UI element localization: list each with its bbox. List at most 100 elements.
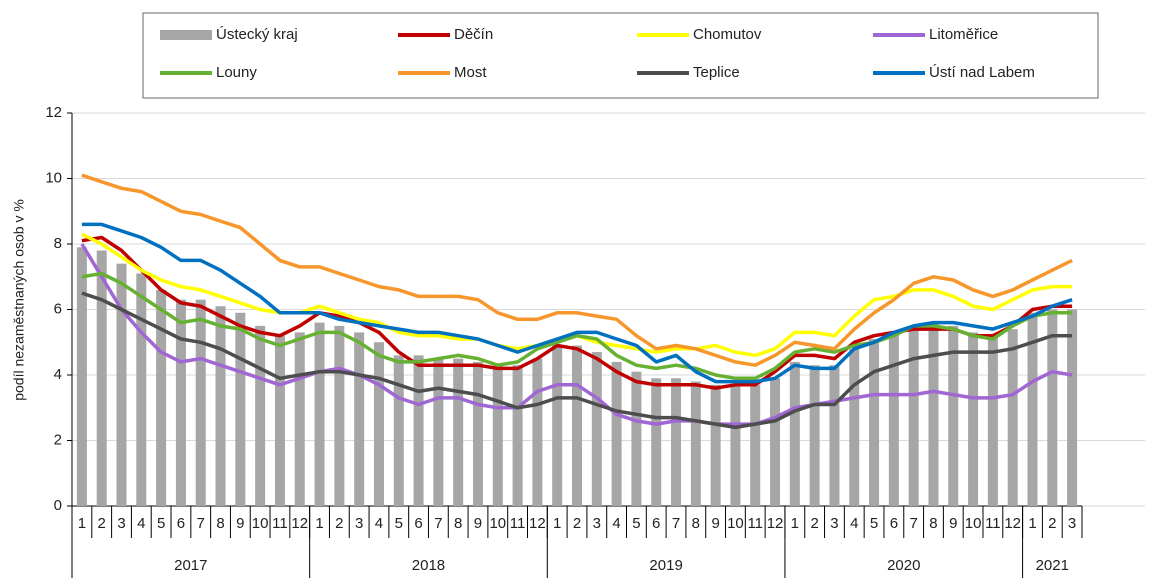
bar: [1027, 312, 1038, 506]
bar: [690, 381, 701, 506]
x-tick-label: 6: [652, 515, 660, 532]
bar: [948, 325, 959, 506]
bar: [314, 322, 325, 506]
x-tick-label: 7: [909, 515, 917, 532]
legend-label: Ústí nad Labem: [929, 64, 1035, 81]
bar: [987, 335, 998, 506]
bar: [532, 358, 543, 506]
x-tick-label: 1: [553, 515, 561, 532]
bar: [651, 378, 662, 506]
bar: [710, 384, 721, 506]
x-tick-label: 3: [593, 515, 601, 532]
x-tick-label: 1: [315, 515, 323, 532]
bar: [1067, 309, 1078, 506]
x-tick-label: 7: [197, 515, 205, 532]
bar: [849, 348, 860, 506]
bar: [156, 289, 167, 506]
x-tick-label: 5: [157, 515, 165, 532]
bar: [175, 299, 186, 506]
bar: [631, 371, 642, 506]
x-tick-label: 1: [78, 515, 86, 532]
bar: [76, 247, 87, 506]
bar: [393, 355, 404, 506]
legend-label: Ústecký kraj: [216, 26, 298, 43]
bar: [809, 365, 820, 506]
legend-label: Litoměřice: [929, 26, 998, 43]
bar: [888, 332, 899, 506]
x-tick-label: 2: [98, 515, 106, 532]
bar: [829, 365, 840, 506]
bar: [1007, 329, 1018, 506]
bar: [136, 273, 147, 506]
y-tick-label: 0: [54, 497, 62, 514]
x-tick-label: 2: [335, 515, 343, 532]
x-tick-label: 2: [1048, 515, 1056, 532]
legend-label: Děčín: [454, 26, 493, 43]
x-tick-label: 9: [236, 515, 244, 532]
y-tick-label: 6: [54, 300, 62, 317]
x-tick-label: 9: [474, 515, 482, 532]
legend-label: Louny: [216, 64, 257, 81]
year-label: 2018: [412, 557, 445, 574]
bar: [116, 263, 127, 506]
x-tick-label: 11: [272, 515, 288, 532]
y-axis-title: podíl nezaměstnaných osob v %: [11, 199, 27, 401]
x-tick-label: 2: [810, 515, 818, 532]
line: [81, 222, 1073, 384]
y-tick-label: 8: [54, 235, 62, 252]
bar: [591, 352, 602, 506]
bar: [1047, 309, 1058, 506]
bar: [968, 332, 979, 506]
x-tick-label: 11: [747, 515, 763, 532]
bar: [195, 299, 206, 506]
x-tick-label: 7: [434, 515, 442, 532]
bar: [334, 325, 345, 506]
bar: [413, 355, 424, 506]
x-tick-label: 3: [830, 515, 838, 532]
x-tick-label: 8: [692, 515, 700, 532]
bar: [789, 361, 800, 506]
x-tick-label: 4: [612, 515, 620, 532]
legend-swatch: [160, 30, 212, 40]
year-label: 2021: [1036, 557, 1069, 574]
line: [81, 291, 1073, 430]
bar: [572, 345, 582, 506]
x-tick-label: 5: [870, 515, 878, 532]
bar: [908, 325, 919, 506]
bar: [492, 365, 503, 506]
x-tick-label: 4: [137, 515, 145, 532]
x-tick-label: 11: [985, 515, 1001, 532]
x-tick-label: 5: [395, 515, 403, 532]
bar: [770, 378, 781, 506]
bar: [215, 306, 226, 506]
x-tick-label: 8: [929, 515, 937, 532]
x-tick-label: 1: [1028, 515, 1036, 532]
bar: [611, 361, 622, 506]
x-tick-label: 5: [632, 515, 640, 532]
line: [81, 173, 1073, 367]
bar: [928, 322, 939, 506]
x-tick-label: 4: [850, 515, 858, 532]
legend-label: Most: [454, 64, 487, 81]
legend-box: [142, 12, 1099, 99]
x-tick-label: 4: [375, 515, 383, 532]
x-tick-label: 9: [949, 515, 957, 532]
legend-label: Chomutov: [693, 26, 762, 43]
y-tick-label: 4: [54, 366, 62, 383]
bar: [255, 325, 266, 506]
bar: [96, 250, 107, 506]
y-tick-label: 10: [45, 169, 62, 186]
x-tick-label: 11: [510, 515, 526, 532]
x-tick-label: 1: [791, 515, 799, 532]
x-tick-label: 9: [711, 515, 719, 532]
x-tick-label: 10: [489, 515, 506, 532]
x-tick-label: 8: [216, 515, 224, 532]
bar: [671, 378, 682, 506]
bar: [373, 342, 384, 506]
x-tick-label: 10: [727, 515, 744, 532]
line: [80, 243, 1073, 426]
year-label: 2019: [649, 557, 682, 574]
bar: [433, 358, 444, 506]
x-tick-label: 12: [767, 515, 784, 532]
